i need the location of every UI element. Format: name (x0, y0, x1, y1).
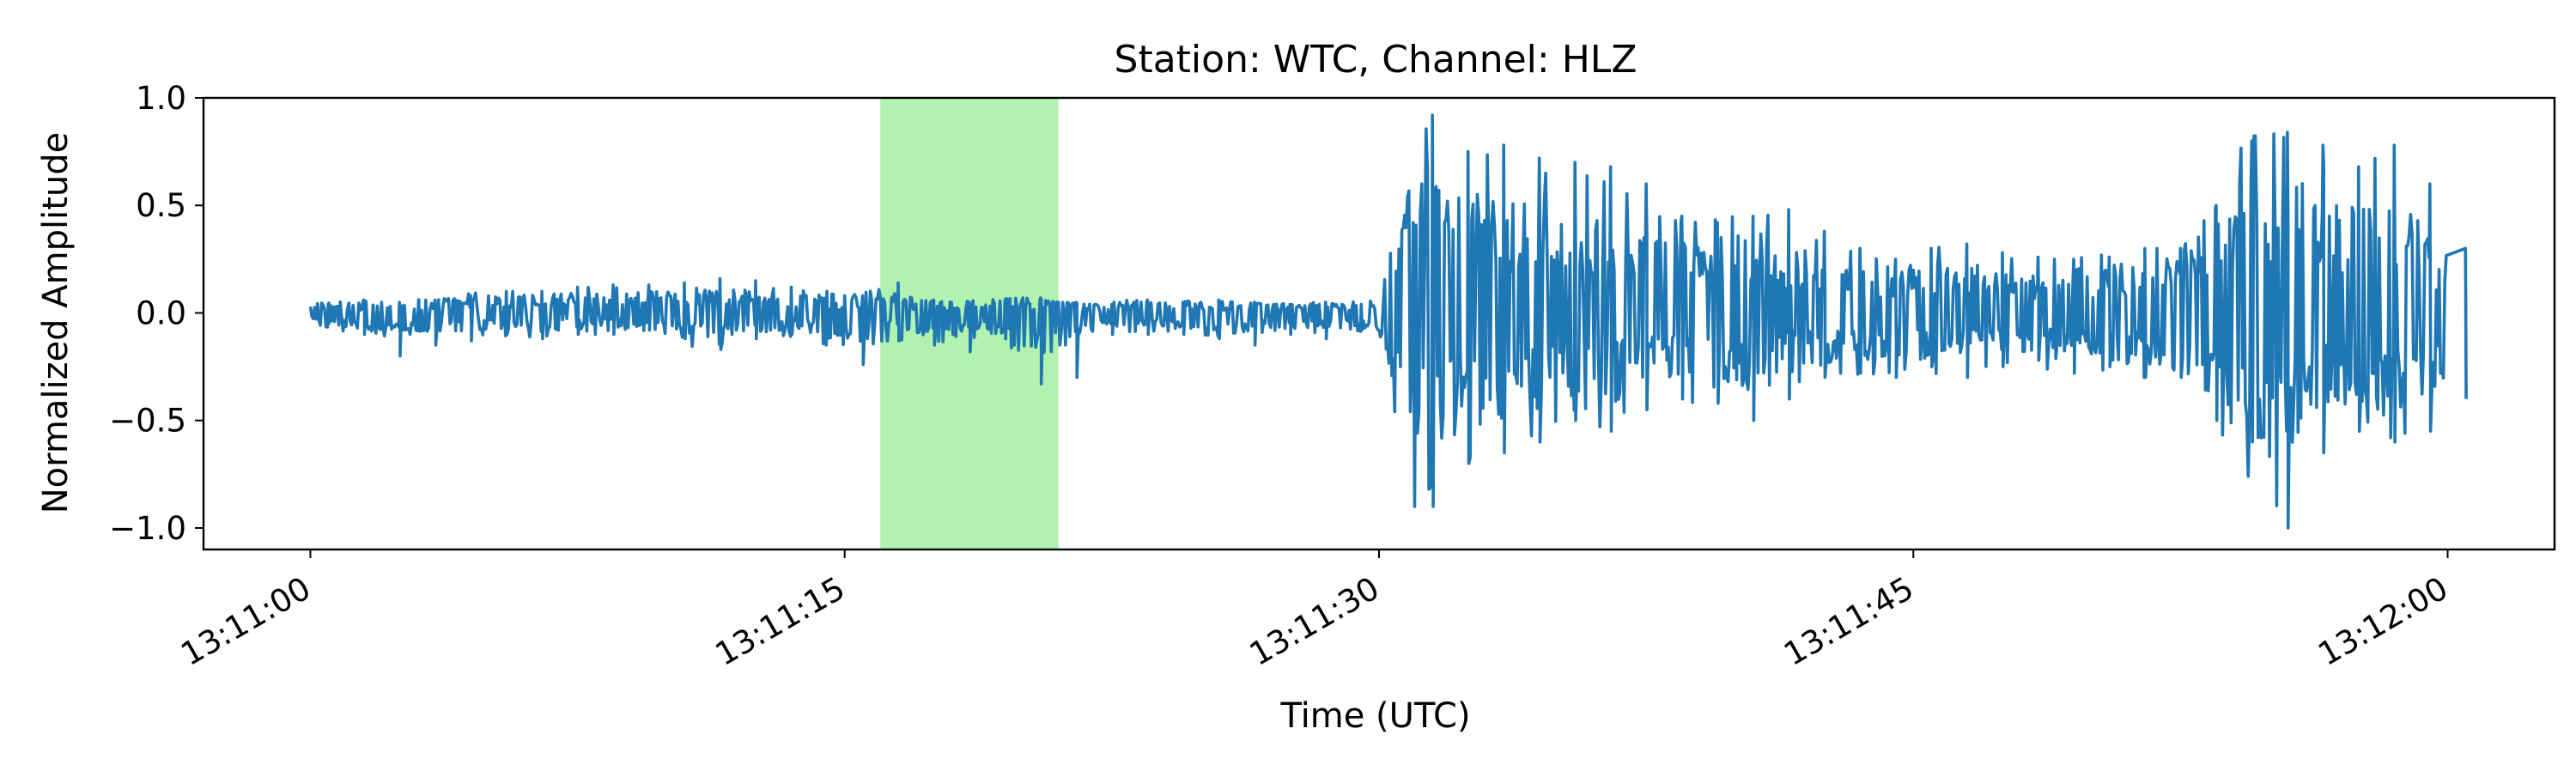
waveform-line (308, 113, 2468, 530)
chart-title: Station: WTC, Channel: HLZ (1115, 38, 1637, 82)
x-tick-label: 13:11:30 (1243, 570, 1385, 673)
x-tick-label: 13:11:00 (174, 570, 316, 673)
plot-frame (202, 96, 2556, 551)
y-tick-label: 0.5 (136, 187, 186, 224)
plot-area: 1.0 0.5 0.0 −0.5 −1.0 13:11:00 13:11:15 13:11:3… (109, 80, 2556, 673)
y-axis-label: Normalized Amplitude (36, 132, 76, 514)
x-tick-label: 13:12:00 (2312, 570, 2454, 673)
x-axis-label: Time (UTC) (1279, 696, 1470, 736)
x-tick-label: 13:11:15 (709, 570, 851, 673)
y-tick-label: −1.0 (109, 510, 186, 547)
y-tick-label: −0.5 (109, 403, 186, 440)
y-tick-label: 1.0 (136, 80, 186, 117)
x-tick-label: 13:11:45 (1777, 570, 1919, 673)
y-tick-label: 0.0 (136, 294, 186, 331)
